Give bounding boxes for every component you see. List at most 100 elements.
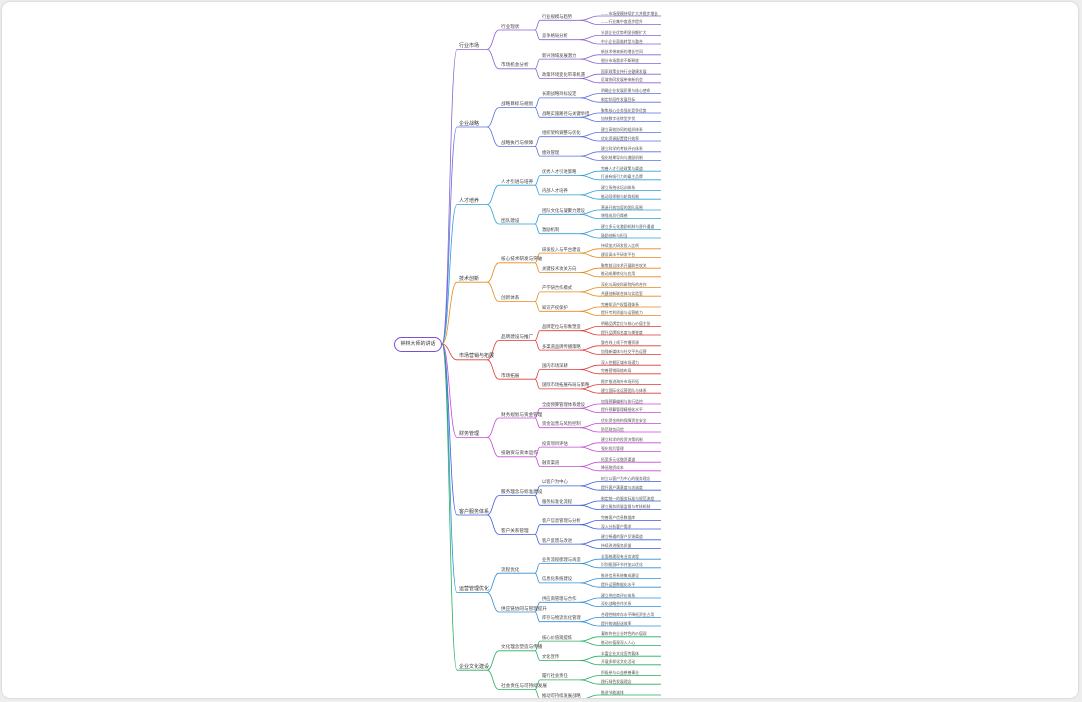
subbranch-node[interactable]: 客户关系管理 [501, 528, 529, 534]
branch-node[interactable]: 企业文化建设 [459, 663, 490, 670]
branch-node[interactable]: 行业市场 [459, 42, 480, 49]
topic-node[interactable]: 供应商管理与合作 [542, 596, 577, 602]
leaf-node[interactable]: 加强预算编制与执行监控 [601, 398, 643, 404]
leaf-node[interactable]: 区域协同发展带来新机会 [601, 77, 643, 83]
leaf-node[interactable]: 推动价值观深入人心 [601, 639, 636, 645]
leaf-node[interactable]: 新技术带来新的增长空间 [601, 49, 643, 55]
leaf-node[interactable]: 全面梳理现有业务流程 [601, 553, 639, 559]
leaf-node[interactable]: 推动导师制与轮岗机制 [601, 193, 639, 199]
leaf-node[interactable]: 完善知识产权管理体系 [601, 301, 639, 307]
leaf-node[interactable]: 建立高效协同的组织体系 [601, 126, 643, 132]
topic-node[interactable]: 客户信息管理与分析 [542, 519, 581, 525]
topic-node[interactable]: 融资渠道 [542, 461, 560, 466]
leaf-node[interactable]: 优化资源配置提升效率 [601, 135, 639, 141]
leaf-node[interactable]: 完善营销网络布局 [601, 368, 632, 374]
leaf-node[interactable]: 稳步推进海外市场开拓 [601, 379, 639, 385]
leaf-node[interactable]: 积极参与公益慈善事业 [601, 670, 639, 676]
topic-node[interactable]: 国际市场拓展布局与策略 [542, 383, 590, 389]
leaf-node[interactable]: 建设高水平研发平台 [601, 251, 636, 257]
leaf-node[interactable]: 打造有吸引力的雇主品牌 [601, 174, 643, 180]
topic-node[interactable]: 核心价值观提炼 [542, 635, 573, 641]
leaf-node[interactable]: 深入挖掘区域市场潜力 [601, 359, 639, 365]
leaf-node[interactable]: 完善客户信息数据库 [601, 514, 636, 520]
subbranch-node[interactable]: 核心技术研发与突破 [501, 257, 543, 263]
topic-node[interactable]: 长期战略目标设定 [542, 92, 577, 98]
topic-node[interactable]: 多渠道品牌传播策略 [542, 344, 581, 350]
leaf-node[interactable]: 优化资金结构保障资金安全 [601, 417, 647, 423]
leaf-node[interactable]: 持续改进服务质量 [601, 542, 632, 548]
leaf-node[interactable]: 践行绿色发展理念 [601, 678, 632, 684]
leaf-node[interactable]: 推进节能减排 [601, 689, 624, 695]
topic-node[interactable]: 关键技术攻关方向 [542, 267, 577, 272]
leaf-node[interactable]: 丰富企业文化宣传载体 [601, 650, 639, 656]
subbranch-node[interactable]: 财务规划与资金管理 [501, 412, 543, 418]
root-node[interactable]: 钟林大师的讲话 [394, 337, 442, 352]
leaf-node[interactable]: 深入分析客户需求 [601, 523, 632, 529]
topic-node[interactable]: 政策环境变化带来机遇 [542, 73, 585, 78]
leaf-node[interactable]: 整合线上线下传播资源 [601, 340, 639, 346]
subbranch-node[interactable]: 创新体系 [501, 296, 520, 302]
leaf-node[interactable]: ——市场规模持续扩大并稳步增长 [601, 10, 658, 16]
topic-node[interactable]: 推动可持续发展战略 [542, 693, 581, 698]
subbranch-node[interactable]: 人才引进与培养 [501, 179, 534, 185]
leaf-node[interactable]: 加快数字化转型步伐 [601, 116, 636, 122]
leaf-node[interactable]: 建立多元化激励机制与晋升通道 [601, 223, 655, 229]
subbranch-node[interactable]: 市场机会分析 [501, 63, 529, 69]
topic-node[interactable]: 研发投入与平台建设 [542, 247, 581, 253]
leaf-node[interactable]: 制定阶段性发展目标 [601, 96, 636, 102]
leaf-node[interactable]: 头部企业优势明显份额扩大 [601, 29, 647, 35]
topic-node[interactable]: 全面预算管理体系建设 [542, 402, 585, 408]
leaf-node[interactable]: 聚焦核心业务强化竞争优势 [601, 107, 647, 113]
leaf-node[interactable]: 提升专利质量与运营能力 [601, 310, 643, 316]
topic-node[interactable]: 资金运营与风险控制 [542, 422, 581, 428]
leaf-node[interactable]: 完善人才引进政策与渠道 [601, 165, 643, 171]
leaf-node[interactable]: 鼓励创新与担当 [601, 232, 628, 238]
branch-node[interactable]: 技术创新 [459, 275, 480, 282]
leaf-node[interactable]: 建立供应商评价体系 [601, 592, 636, 598]
leaf-node[interactable]: 明确品牌定位与核心价值主张 [601, 320, 651, 326]
leaf-node[interactable]: 树立以客户为中心的服务理念 [601, 476, 651, 482]
topic-node[interactable]: 国内市场深耕 [542, 364, 568, 369]
leaf-node[interactable]: 深化与高校科研院所的合作 [601, 282, 647, 288]
subbranch-node[interactable]: 投融资与资本运作 [501, 451, 538, 457]
leaf-node[interactable]: 国家政策支持行业健康发展 [601, 68, 647, 74]
leaf-node[interactable]: 合理控制库存水平降低资金占用 [601, 611, 655, 617]
leaf-node[interactable]: 提升客户满意度与忠诚度 [601, 484, 643, 490]
branch-node[interactable]: 运营管理优化 [459, 586, 490, 593]
subbranch-node[interactable]: 战略目标与规划 [501, 102, 534, 108]
leaf-node[interactable]: 明确企业发展愿景与核心使命 [601, 88, 651, 94]
leaf-node[interactable]: 识别瓶颈环节并加以优化 [601, 562, 643, 568]
branch-node[interactable]: 人才培养 [459, 198, 480, 205]
subbranch-node[interactable]: 供应链协同与管理提升 [501, 606, 547, 612]
leaf-node[interactable]: 建立科学的考核评价体系 [601, 146, 643, 152]
topic-node[interactable]: 履行社会责任 [542, 674, 568, 680]
leaf-node[interactable]: 营造开放包容的团队氛围 [601, 204, 643, 210]
branch-node[interactable]: 财务管理 [459, 430, 480, 437]
leaf-node[interactable]: ——行业集中度逐步提升 [601, 19, 643, 25]
topic-node[interactable]: 知识产权保护 [542, 305, 568, 311]
leaf-node[interactable]: 持续加大研发投入比例 [601, 243, 639, 249]
subbranch-node[interactable]: 行业现状 [501, 24, 520, 30]
leaf-node[interactable]: 凝练符合企业特色的价值观 [601, 631, 647, 637]
leaf-node[interactable]: 提升运营数据化水平 [601, 581, 636, 587]
branch-node[interactable]: 企业战略 [459, 120, 480, 127]
leaf-node[interactable]: 降低融资成本 [601, 465, 624, 471]
topic-node[interactable]: 新兴领域发展潜力 [542, 53, 577, 59]
topic-node[interactable]: 服务标准化流程 [542, 499, 573, 505]
leaf-node[interactable]: 中小企业面临转型与整合 [601, 38, 643, 44]
topic-node[interactable]: 文化宣传 [542, 655, 560, 660]
leaf-node[interactable]: 增强成员归属感 [601, 213, 628, 219]
leaf-node[interactable]: 建立国际化运营团队与体系 [601, 387, 647, 393]
leaf-node[interactable]: 开展多样化文化活动 [601, 659, 636, 665]
subbranch-node[interactable]: 服务理念与标准建设 [501, 490, 543, 496]
leaf-node[interactable]: 强化结果导向与激励机制 [601, 154, 643, 160]
subbranch-node[interactable]: 社会责任与可持续发展 [501, 684, 547, 690]
subbranch-node[interactable]: 品牌建设与推广 [501, 334, 534, 340]
subbranch-node[interactable]: 文化理念塑造与传播 [501, 645, 543, 651]
topic-node[interactable]: 激励机制 [542, 228, 560, 234]
subbranch-node[interactable]: 战略执行与保障 [501, 140, 534, 146]
leaf-node[interactable]: 建立畅通的客户反馈渠道 [601, 534, 643, 540]
topic-node[interactable]: 品牌定位与形象塑造 [542, 325, 581, 331]
leaf-node[interactable]: 共建创新联合体与实验室 [601, 290, 643, 296]
